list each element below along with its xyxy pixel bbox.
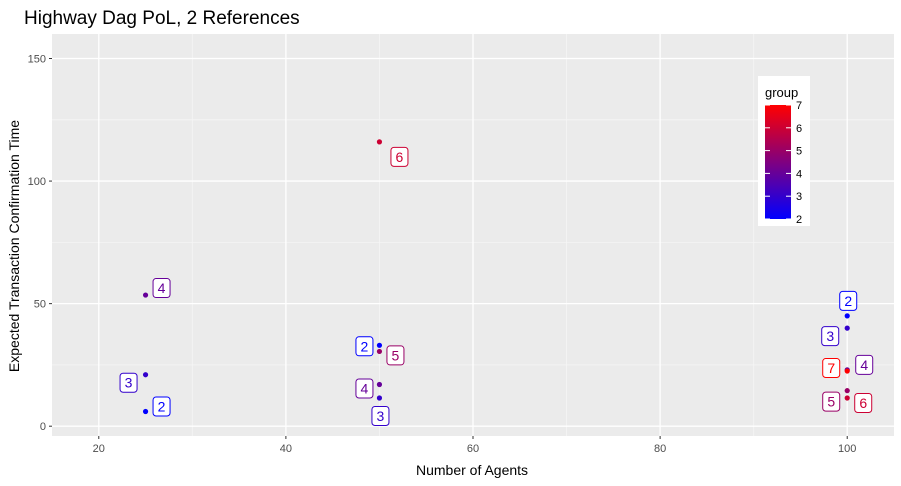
y-axis: 0 50 100 150 <box>28 54 52 433</box>
legend-tick-label: 3 <box>796 191 802 203</box>
point-label-box <box>854 393 873 414</box>
point-label: 4 <box>860 357 868 373</box>
data-point <box>376 348 383 355</box>
point-label-box <box>821 326 840 347</box>
x-tick-label: 100 <box>838 443 856 455</box>
point-label-box <box>822 391 841 412</box>
legend-tick-label: 5 <box>796 146 802 158</box>
data-point <box>142 372 149 378</box>
point-label: 4 <box>158 280 166 296</box>
y-axis-title: Expected Transaction Confirmation Time <box>6 120 22 372</box>
data-point <box>376 342 383 348</box>
point-label-box <box>386 345 405 366</box>
point-label: 5 <box>827 394 835 410</box>
data-point <box>142 292 149 298</box>
legend-colorbar <box>765 105 791 219</box>
point-label: 3 <box>826 328 834 344</box>
data-point <box>376 381 383 388</box>
data-point <box>376 139 383 145</box>
x-axis: 20 40 60 80 100 <box>93 436 856 455</box>
y-tick-label: 0 <box>40 421 46 433</box>
point-label-box <box>152 278 171 299</box>
point-label-box <box>855 354 874 375</box>
major-gridlines <box>52 34 894 436</box>
legend-ticks: 2 3 4 5 6 7 <box>765 100 802 226</box>
point-label: 2 <box>361 338 369 354</box>
point-label: 6 <box>859 395 867 411</box>
data-point <box>376 395 383 401</box>
point-label: 3 <box>377 408 385 424</box>
x-tick-label: 20 <box>93 443 105 455</box>
point-label-box <box>355 336 374 357</box>
point-label: 3 <box>125 375 133 391</box>
point-label: 4 <box>361 381 369 397</box>
point-label-box <box>822 358 841 379</box>
legend: group 2 3 4 5 6 7 <box>758 76 810 226</box>
x-axis-title: Number of Agents <box>416 462 528 478</box>
data-point <box>844 395 850 401</box>
legend-tick-label: 7 <box>796 100 802 112</box>
point-label: 7 <box>827 360 835 376</box>
legend-tick-label: 2 <box>796 214 802 226</box>
data-point <box>844 313 850 319</box>
x-tick-label: 60 <box>467 443 479 455</box>
y-tick-label: 100 <box>28 176 46 188</box>
chart-title: Highway Dag PoL, 2 References <box>24 8 300 29</box>
point-label-box <box>371 406 390 427</box>
legend-title: group <box>765 85 798 100</box>
point-label: 6 <box>396 149 404 165</box>
x-tick-label: 40 <box>280 443 292 455</box>
point-label-box <box>152 396 171 417</box>
point-label: 2 <box>844 293 852 309</box>
data-point <box>844 388 850 394</box>
x-tick-label: 80 <box>654 443 666 455</box>
point-label-box <box>355 378 374 399</box>
point-label: 2 <box>158 398 166 414</box>
point-label-box <box>839 290 858 311</box>
y-tick-label: 50 <box>34 299 46 311</box>
data-point <box>844 325 850 331</box>
legend-tick-label: 6 <box>796 123 802 135</box>
point-label-box <box>119 372 138 393</box>
data-points <box>142 139 850 415</box>
data-point <box>142 408 149 415</box>
y-tick-label: 150 <box>28 54 46 66</box>
data-point <box>844 368 850 374</box>
legend-tick-label: 4 <box>796 168 802 180</box>
point-label: 5 <box>392 347 400 363</box>
point-label-box <box>390 146 409 167</box>
